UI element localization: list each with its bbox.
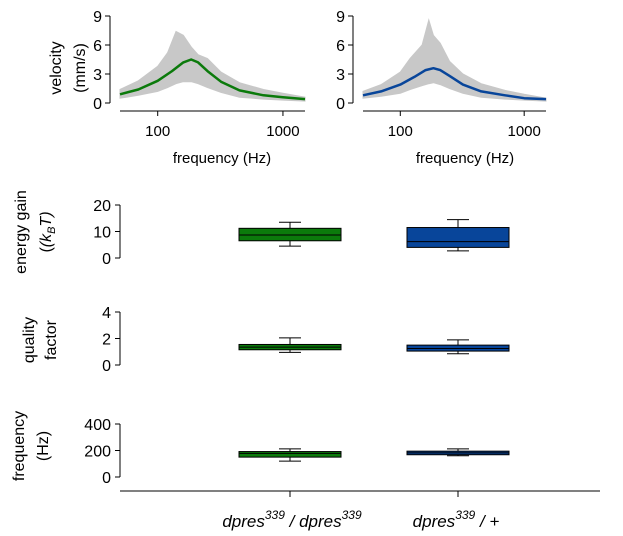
box-iqr bbox=[406, 227, 510, 248]
kbt-k: (k bbox=[38, 233, 55, 247]
y-tick-label: 20 bbox=[93, 198, 111, 215]
y-tick-label: 0 bbox=[102, 358, 111, 375]
geno1-sup: 339 bbox=[455, 508, 475, 522]
y-tick-label: 6 bbox=[336, 38, 345, 55]
y-tick-label: 9 bbox=[93, 9, 102, 26]
y-tick-label: 400 bbox=[84, 417, 111, 434]
geno0-sup: 339 bbox=[265, 508, 285, 522]
spectrum-right-series bbox=[362, 66, 547, 101]
y-tick-label: 6 bbox=[93, 38, 102, 55]
spectrum-right-xlabel: frequency (Hz) bbox=[416, 150, 514, 167]
y-tick-label: 0 bbox=[102, 251, 111, 268]
y-tick-label: 0 bbox=[93, 96, 102, 113]
quality-factor-panel: 0 2 4 quality factor bbox=[21, 305, 510, 375]
y-tick-label: 0 bbox=[336, 96, 345, 113]
frequency-axes: 0 200 400 bbox=[84, 417, 121, 487]
spectrum-left-xlabel: frequency (Hz) bbox=[173, 150, 271, 167]
y-tick-label: 0 bbox=[102, 470, 111, 487]
y-tick-label: 3 bbox=[336, 67, 345, 84]
spectrum-right-axes: 0 3 6 9 100 1000 bbox=[336, 9, 546, 140]
spectrum-left-series bbox=[119, 58, 306, 101]
genotype-label-heterozygous: dpres339 / + bbox=[413, 508, 500, 531]
y-tick-label: 200 bbox=[84, 444, 111, 461]
geno0-base2: dpres bbox=[299, 512, 342, 531]
y-tick-label: 10 bbox=[93, 225, 111, 242]
spectrum-left-axes: 0 3 6 9 100 1000 bbox=[93, 9, 305, 140]
spectrum-left-panel: 0 3 6 9 100 1000 frequency (Hz) velocity (mm/… bbox=[48, 9, 306, 167]
fit-curve-0 bbox=[119, 58, 306, 101]
geno1-base: dpres bbox=[413, 512, 456, 531]
kbt-t: T) bbox=[38, 211, 55, 226]
quality-ylabel-line1: quality bbox=[21, 317, 38, 363]
frequency-ylabel-line1: frequency bbox=[11, 411, 28, 481]
velocity-ylabel-line2: (mm/s) bbox=[72, 43, 89, 93]
y-tick-label: 3 bbox=[93, 67, 102, 84]
genotype-label-homozygous: dpres339 / dpres339 bbox=[222, 508, 362, 531]
x-tick-label: 100 bbox=[145, 123, 170, 140]
quality-factor-axes: 0 2 4 bbox=[102, 305, 121, 375]
frequency-boxes bbox=[238, 448, 510, 462]
geno0-base: dpres bbox=[222, 512, 265, 531]
frequency-panel: 0 200 400 frequency (Hz) bbox=[11, 411, 510, 487]
velocity-ylabel-line1: velocity bbox=[48, 41, 65, 94]
energy-gain-boxes bbox=[238, 219, 510, 252]
energy-gain-axes: 0 10 20 bbox=[93, 198, 121, 268]
geno0-sup2: 339 bbox=[342, 508, 362, 522]
fit-curve-0 bbox=[362, 66, 547, 101]
genotype-axis: dpres339 / dpres339 dpres339 / + bbox=[120, 490, 600, 531]
quality-factor-boxes bbox=[238, 337, 510, 355]
x-tick-label: 1000 bbox=[507, 123, 540, 140]
spectrum-left-gray-traces bbox=[119, 30, 306, 102]
y-tick-label: 9 bbox=[336, 9, 345, 26]
kbt-b: B bbox=[46, 227, 58, 234]
y-tick-label: 2 bbox=[102, 332, 111, 349]
quality-ylabel-line2: factor bbox=[43, 319, 60, 360]
energy-gain-ylabel-line2: ((kBT) bbox=[38, 211, 58, 252]
x-tick-label: 100 bbox=[388, 123, 413, 140]
gray-trace-envelope bbox=[119, 30, 306, 102]
energy-gain-ylabel-line1: energy gain bbox=[13, 190, 30, 274]
box-iqr bbox=[238, 451, 342, 458]
geno1-sep: / + bbox=[475, 512, 499, 531]
spectrum-right-panel: 0 3 6 9 100 1000 frequency (Hz) bbox=[336, 9, 547, 167]
y-tick-label: 4 bbox=[102, 305, 111, 322]
energy-gain-panel: 0 10 20 energy gain ((kBT) bbox=[13, 190, 510, 274]
geno0-sep: / bbox=[285, 512, 299, 531]
x-tick-label: 1000 bbox=[266, 123, 299, 140]
frequency-ylabel-line2: (Hz) bbox=[35, 431, 52, 461]
